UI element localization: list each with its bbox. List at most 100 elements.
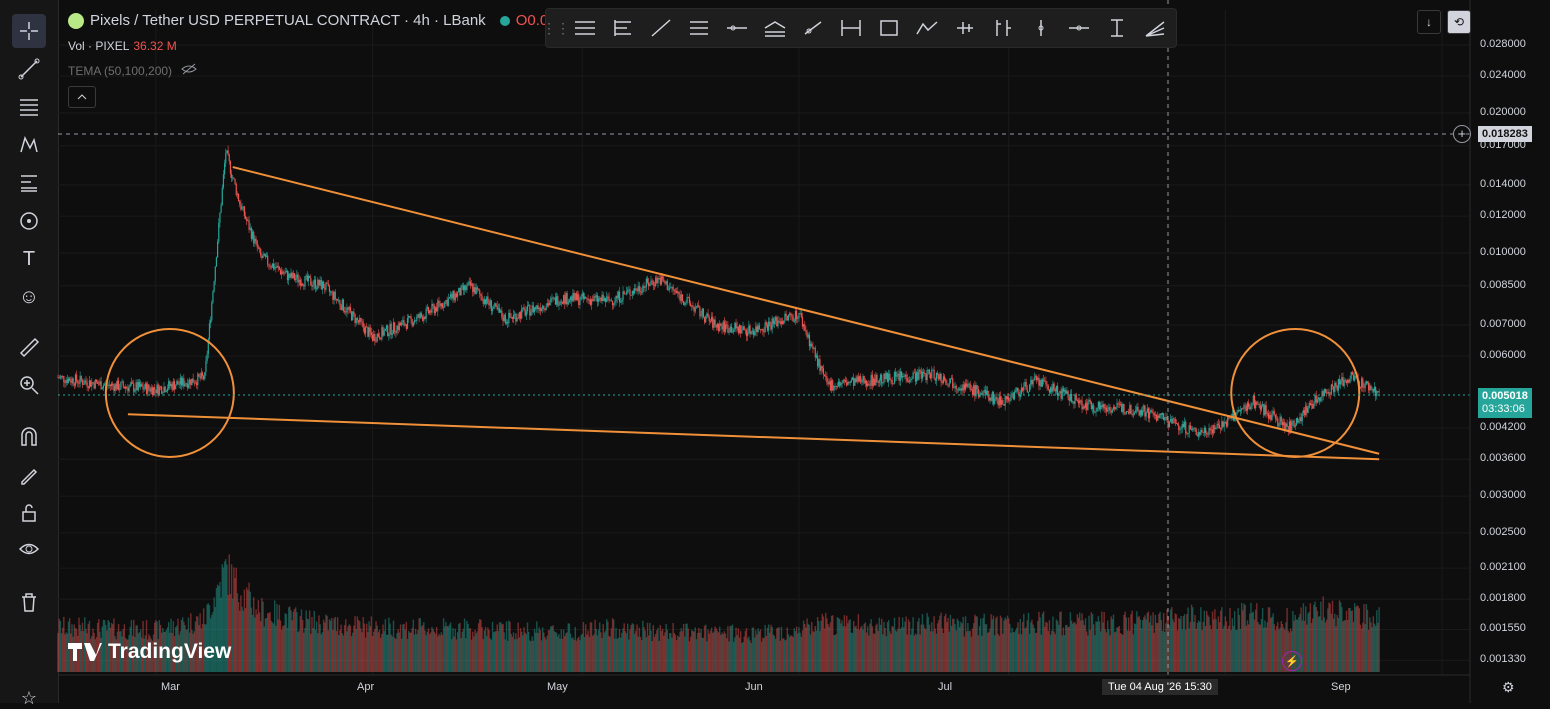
trend-line-icon[interactable] — [642, 9, 680, 47]
volume-bar — [1141, 620, 1144, 672]
eye-icon[interactable] — [12, 532, 46, 566]
zoom-in-icon[interactable] — [12, 368, 46, 402]
pitchfork-icon[interactable] — [756, 9, 794, 47]
fib-channel-icon[interactable] — [680, 9, 718, 47]
volume-bar — [1157, 623, 1159, 672]
candle-body — [1370, 385, 1372, 390]
volume-bar — [800, 636, 802, 672]
candle-body — [779, 321, 781, 324]
candle-body — [289, 273, 291, 278]
pattern-tool-icon[interactable] — [12, 128, 46, 162]
candle-body — [763, 331, 765, 333]
candle-body — [617, 291, 619, 299]
volume-bar — [508, 620, 510, 672]
candle-body — [796, 310, 798, 319]
volume-bar — [1219, 610, 1222, 672]
candle-body — [437, 300, 439, 312]
forecast-tool-icon[interactable] — [12, 166, 46, 200]
settings-gear-icon[interactable]: ⚙ — [1502, 679, 1515, 695]
candle-body — [1003, 404, 1005, 406]
volume-bar — [1349, 607, 1351, 672]
fib-retracement-icon[interactable] — [12, 90, 46, 124]
tema-legend[interactable]: TEMA (50,100,200) — [68, 63, 198, 78]
sync-icon[interactable]: ⟲ — [1447, 10, 1471, 34]
volume-bar — [997, 633, 999, 672]
volume-bar — [617, 637, 620, 672]
price-range-icon[interactable] — [984, 9, 1022, 47]
path-icon[interactable] — [908, 9, 946, 47]
candle-body — [754, 331, 756, 335]
date-range-icon[interactable] — [832, 9, 870, 47]
volume-bar — [1237, 608, 1239, 672]
highlight-circle — [1230, 327, 1361, 458]
trendline-tool-icon[interactable] — [12, 52, 46, 86]
horizontal-ray-icon[interactable] — [604, 9, 642, 47]
volume-bar — [1049, 634, 1052, 672]
download-icon[interactable]: ↓ — [1417, 10, 1441, 34]
ray-icon[interactable] — [794, 9, 832, 47]
volume-bar — [901, 617, 904, 672]
candle-body — [583, 296, 586, 299]
candle-body — [945, 380, 947, 383]
fan-lines-icon[interactable] — [1136, 9, 1174, 47]
magnet-icon[interactable] — [12, 420, 46, 454]
candle-body — [1016, 387, 1018, 391]
volume-bar — [1038, 611, 1040, 672]
candle-body — [777, 320, 779, 327]
text-tool-icon[interactable]: T — [22, 247, 36, 270]
anchored-text-icon[interactable] — [1098, 9, 1136, 47]
candle-body — [628, 289, 630, 291]
volume-bar — [1166, 609, 1168, 672]
candle-body — [665, 281, 667, 284]
volume-legend[interactable]: Vol · PIXEL 36.32 M — [68, 39, 177, 53]
horizontal-line-icon[interactable] — [718, 9, 756, 47]
vertical-line-icon[interactable] — [1022, 9, 1060, 47]
trash-icon[interactable] — [12, 585, 46, 619]
crosshair-icon[interactable] — [12, 14, 46, 48]
volume-bar — [1116, 627, 1118, 672]
long-position-icon[interactable] — [946, 9, 984, 47]
volume-bar — [437, 636, 439, 672]
parallel-channel-icon[interactable] — [566, 9, 604, 47]
lock-pencil-icon[interactable] — [12, 458, 46, 492]
volume-bar — [942, 633, 945, 672]
volume-bar — [912, 617, 914, 672]
volume-bar — [525, 634, 528, 672]
symbol-title[interactable]: Pixels / Tether USD PERPETUAL CONTRACT ·… — [90, 12, 486, 29]
volume-bar — [1113, 632, 1116, 672]
volume-bar — [659, 624, 662, 672]
brush-tool-icon[interactable] — [12, 204, 46, 238]
price-scale[interactable]: 0.028000 0.024000 0.020000 0.017000 0.014000… — [1470, 0, 1550, 703]
candle-body — [375, 341, 377, 343]
flash-icon[interactable]: ⚡ — [1282, 651, 1302, 671]
candle-body — [890, 379, 892, 381]
volume-bar — [1070, 620, 1073, 672]
volume-bar — [804, 623, 806, 672]
add-alert-icon[interactable]: + — [1453, 125, 1471, 143]
volume-bar — [1067, 627, 1069, 672]
drag-handle-icon[interactable]: ⋮⋮ — [542, 19, 570, 36]
collapse-legend-button[interactable] — [68, 86, 96, 108]
candle-body — [1378, 391, 1380, 393]
rectangle-icon[interactable] — [870, 9, 908, 47]
cross-line-icon[interactable] — [1060, 9, 1098, 47]
candle-body — [1054, 389, 1056, 392]
volume-bar — [969, 630, 971, 672]
volume-bar — [546, 635, 549, 672]
tradingview-label: TradingView — [108, 640, 232, 663]
lock-icon[interactable] — [12, 496, 46, 530]
symbol-header[interactable]: Pixels / Tether USD PERPETUAL CONTRACT ·… — [68, 12, 548, 29]
emoji-icon[interactable]: ☺ — [18, 285, 40, 308]
ruler-icon[interactable] — [12, 330, 46, 364]
candle-body — [545, 306, 547, 311]
volume-bar — [945, 613, 947, 672]
candle-body — [302, 283, 304, 286]
candle-body — [994, 398, 996, 404]
volume-bar — [1371, 627, 1373, 672]
candle-body — [769, 321, 771, 325]
candle-body — [1030, 379, 1032, 385]
candle-body — [685, 302, 687, 304]
hidden-eye-icon[interactable] — [181, 63, 198, 78]
volume-bar — [190, 613, 192, 672]
